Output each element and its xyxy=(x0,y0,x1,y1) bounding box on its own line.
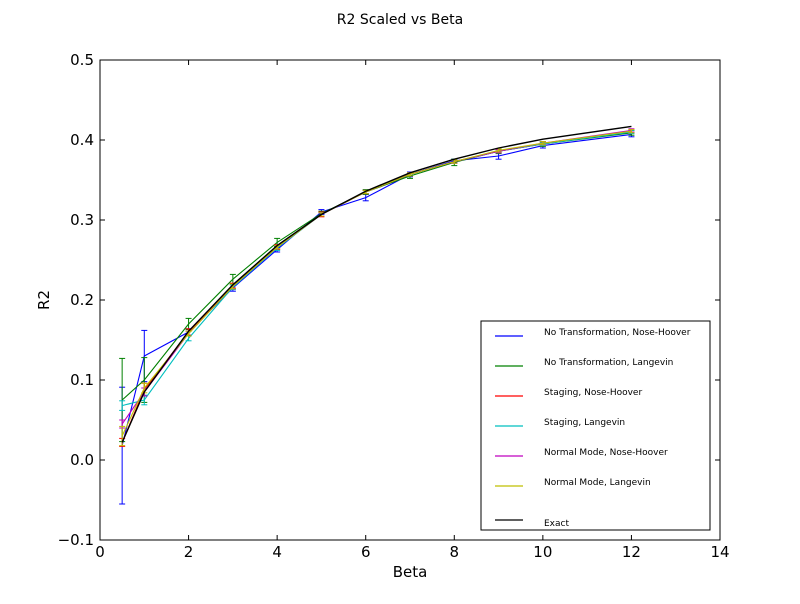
legend-label: No Transformation, Langevin xyxy=(544,358,673,368)
legend-item: Exact xyxy=(495,519,569,529)
legend-item: Staging, Langevin xyxy=(495,418,625,428)
x-tick-label: 6 xyxy=(361,543,371,561)
x-axis-label: Beta xyxy=(393,563,428,581)
x-tick-label: 2 xyxy=(184,543,194,561)
series-line xyxy=(121,133,632,446)
legend-label: No Transformation, Nose-Hoover xyxy=(544,328,691,338)
series-line xyxy=(121,125,632,443)
y-tick-label: 0.0 xyxy=(70,451,94,469)
legend-items: No Transformation, Nose-Hoover No Transfo… xyxy=(495,328,691,529)
legend-item: Staging, Nose-Hoover xyxy=(495,388,642,398)
legend-item: No Transformation, Nose-Hoover xyxy=(495,328,691,338)
plot-frame xyxy=(99,59,721,541)
chart-title: R2 Scaled vs Beta xyxy=(337,12,463,28)
series-layer xyxy=(119,125,635,505)
y-tick-label: 0.2 xyxy=(70,291,94,309)
x-tick-label: 8 xyxy=(450,543,460,561)
x-tick-label: 12 xyxy=(622,543,641,561)
y-tick-label: 0.4 xyxy=(70,131,94,149)
x-tick-label: 10 xyxy=(533,543,552,561)
y-tick-label: −0.1 xyxy=(58,531,94,549)
legend-item: Normal Mode, Nose-Hoover xyxy=(495,448,668,458)
y-tick-label: 0.5 xyxy=(70,51,94,69)
x-tick-label: 0 xyxy=(95,543,105,561)
y-tick-label: 0.1 xyxy=(70,371,94,389)
legend: No Transformation, Nose-Hoover No Transfo… xyxy=(480,320,711,531)
legend-item: Normal Mode, Langevin xyxy=(495,478,651,488)
legend-label: Normal Mode, Nose-Hoover xyxy=(544,448,668,458)
legend-label: Normal Mode, Langevin xyxy=(544,478,651,488)
legend-label: Exact xyxy=(544,519,569,529)
y-tick-label: 0.3 xyxy=(70,211,94,229)
legend-label: Staging, Langevin xyxy=(544,418,625,428)
x-tick-label: 14 xyxy=(710,543,729,561)
x-tick-label: 4 xyxy=(272,543,282,561)
legend-item: No Transformation, Langevin xyxy=(495,358,673,368)
series-group xyxy=(121,125,632,443)
legend-label: Staging, Nose-Hoover xyxy=(544,388,642,398)
y-axis-label: R2 xyxy=(35,290,53,310)
